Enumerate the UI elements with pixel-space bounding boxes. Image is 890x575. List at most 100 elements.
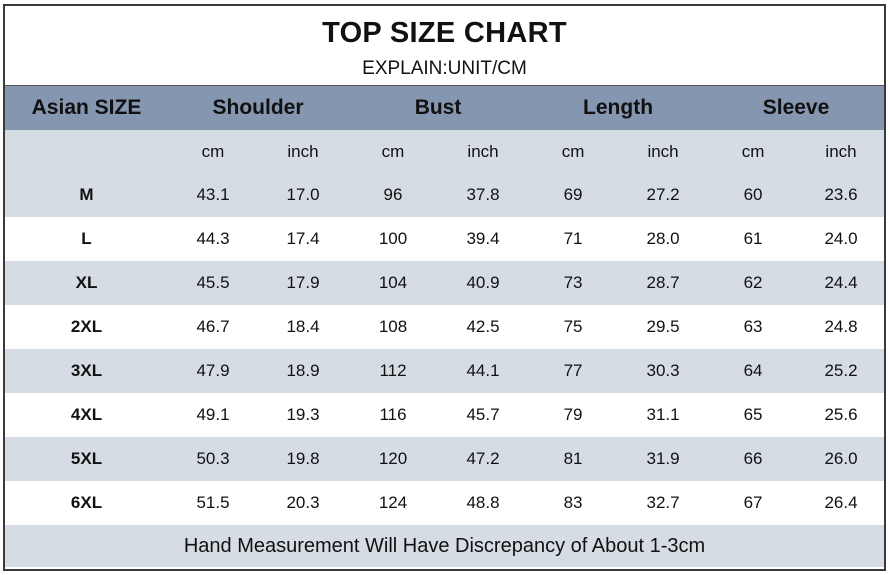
size-label: 5XL	[5, 437, 168, 481]
measurement-cell: 50.3	[168, 437, 258, 481]
size-label: XL	[5, 261, 168, 305]
measurement-cell: 25.2	[798, 349, 884, 393]
measurement-cell: 31.9	[618, 437, 709, 481]
measurement-cell: 61	[743, 229, 763, 248]
measurement-cell: 28.0	[646, 229, 680, 248]
unit-cell: inch	[618, 130, 709, 173]
measurement-cell: 25.6	[824, 405, 858, 424]
measurement-cell: 65	[743, 405, 763, 424]
measurement-cell: 75	[563, 317, 583, 336]
measurement-cell: 20.3	[286, 493, 320, 512]
measurement-cell: 81	[528, 437, 619, 481]
measurement-cell: 31.1	[646, 405, 680, 424]
table-row: M 43.1 17.0 96 37.8 69 27.2 60 23.6	[5, 173, 884, 217]
measurement-cell: 69	[528, 173, 619, 217]
table-row: 2XL 46.7 18.4 108 42.5 75 29.5 63 24.8	[5, 305, 884, 349]
measurement-cell: 47.2	[438, 437, 529, 481]
measurement-cell: 63	[743, 317, 763, 336]
unit-cell: inch	[438, 130, 529, 173]
size-label: 2XL	[70, 317, 103, 336]
measurement-cell: 48.8	[466, 493, 500, 512]
measurement-cell: 19.3	[286, 405, 320, 424]
measurement-cell: 51.5	[196, 493, 230, 512]
measurement-cell: 96	[348, 173, 439, 217]
measurement-cell: 26.0	[798, 437, 884, 481]
table-row: XL 45.5 17.9 104 40.9 73 28.7 62 24.4	[5, 261, 884, 305]
group-header-length: Length	[528, 86, 709, 130]
unit-cell: cm	[168, 130, 258, 173]
measurement-cell: 49.1	[196, 405, 230, 424]
measurement-cell: 23.6	[798, 173, 884, 217]
group-header-bust: Bust	[348, 86, 529, 130]
measurement-cell: 29.5	[646, 317, 680, 336]
measurement-cell: 40.9	[438, 261, 529, 305]
size-column-header: Asian SIZE	[5, 86, 168, 130]
size-label: 3XL	[5, 349, 168, 393]
measurement-cell: 71	[563, 229, 583, 248]
size-chart: TOP SIZE CHART EXPLAIN:UNIT/CM Asian SIZ…	[3, 4, 886, 571]
size-table: Asian SIZE Shoulder Bust Length Sleeve c…	[5, 86, 884, 525]
measurement-cell: 27.2	[618, 173, 709, 217]
table-row: 3XL 47.9 18.9 112 44.1 77 30.3 64 25.2	[5, 349, 884, 393]
measurement-cell: 24.4	[798, 261, 884, 305]
measurement-cell: 79	[563, 405, 583, 424]
size-label: 4XL	[70, 405, 103, 424]
unit-cell-empty	[5, 130, 168, 173]
table-row: 6XL 51.5 20.3 124 48.8 83 32.7 67 26.4	[5, 481, 884, 525]
measurement-cell: 45.5	[168, 261, 258, 305]
footer-note: Hand Measurement Will Have Discrepancy o…	[5, 525, 884, 567]
measurement-cell: 45.7	[466, 405, 500, 424]
footer-table: Hand Measurement Will Have Discrepancy o…	[5, 525, 884, 567]
measurement-cell: 64	[708, 349, 799, 393]
measurement-cell: 83	[563, 493, 583, 512]
measurement-cell: 28.7	[618, 261, 709, 305]
measurement-cell: 60	[708, 173, 799, 217]
measurement-cell: 44.3	[196, 229, 230, 248]
measurement-cell: 46.7	[196, 317, 230, 336]
measurement-cell: 43.1	[168, 173, 258, 217]
measurement-cell: 39.4	[466, 229, 500, 248]
measurement-cell: 108	[378, 317, 408, 336]
measurement-cell: 24.0	[824, 229, 858, 248]
measurement-cell: 17.0	[258, 173, 349, 217]
measurement-cell: 116	[379, 405, 407, 424]
measurement-cell: 30.3	[618, 349, 709, 393]
measurement-cell: 19.8	[258, 437, 349, 481]
size-label: 6XL	[70, 493, 103, 512]
group-header-sleeve: Sleeve	[708, 86, 884, 130]
unit-cell: cm	[348, 130, 439, 173]
group-header-shoulder: Shoulder	[168, 86, 349, 130]
measurement-cell: 18.4	[286, 317, 320, 336]
table-row: L 44.3 17.4 100 39.4 71 28.0 61 24.0	[5, 217, 884, 261]
measurement-cell: 42.5	[466, 317, 500, 336]
measurement-cell: 112	[348, 349, 439, 393]
measurement-cell: 32.7	[646, 493, 680, 512]
measurement-cell: 37.8	[438, 173, 529, 217]
header-row: Asian SIZE Shoulder Bust Length Sleeve	[5, 86, 884, 130]
measurement-cell: 44.1	[438, 349, 529, 393]
table-row: 5XL 50.3 19.8 120 47.2 81 31.9 66 26.0	[5, 437, 884, 481]
unit-cell: cm	[528, 130, 619, 173]
measurement-cell: 62	[708, 261, 799, 305]
measurement-cell: 24.8	[824, 317, 858, 336]
measurement-cell: 17.9	[258, 261, 349, 305]
measurement-cell: 17.4	[286, 229, 320, 248]
chart-subtitle: EXPLAIN:UNIT/CM	[362, 58, 527, 79]
measurement-cell: 26.4	[824, 493, 858, 512]
unit-cell: inch	[258, 130, 349, 173]
size-label: L	[81, 229, 92, 248]
measurement-cell: 73	[528, 261, 619, 305]
measurement-cell: 18.9	[258, 349, 349, 393]
unit-row: cm inch cm inch cm inch cm inch	[5, 130, 884, 173]
title-block: TOP SIZE CHART EXPLAIN:UNIT/CM	[5, 6, 884, 86]
measurement-cell: 77	[528, 349, 619, 393]
unit-cell: inch	[798, 130, 884, 173]
measurement-cell: 47.9	[168, 349, 258, 393]
measurement-cell: 104	[348, 261, 439, 305]
chart-title: TOP SIZE CHART	[322, 17, 567, 49]
unit-cell: cm	[708, 130, 799, 173]
measurement-cell: 100	[378, 229, 408, 248]
measurement-cell: 66	[708, 437, 799, 481]
size-label: M	[5, 173, 168, 217]
measurement-cell: 124	[378, 493, 408, 512]
